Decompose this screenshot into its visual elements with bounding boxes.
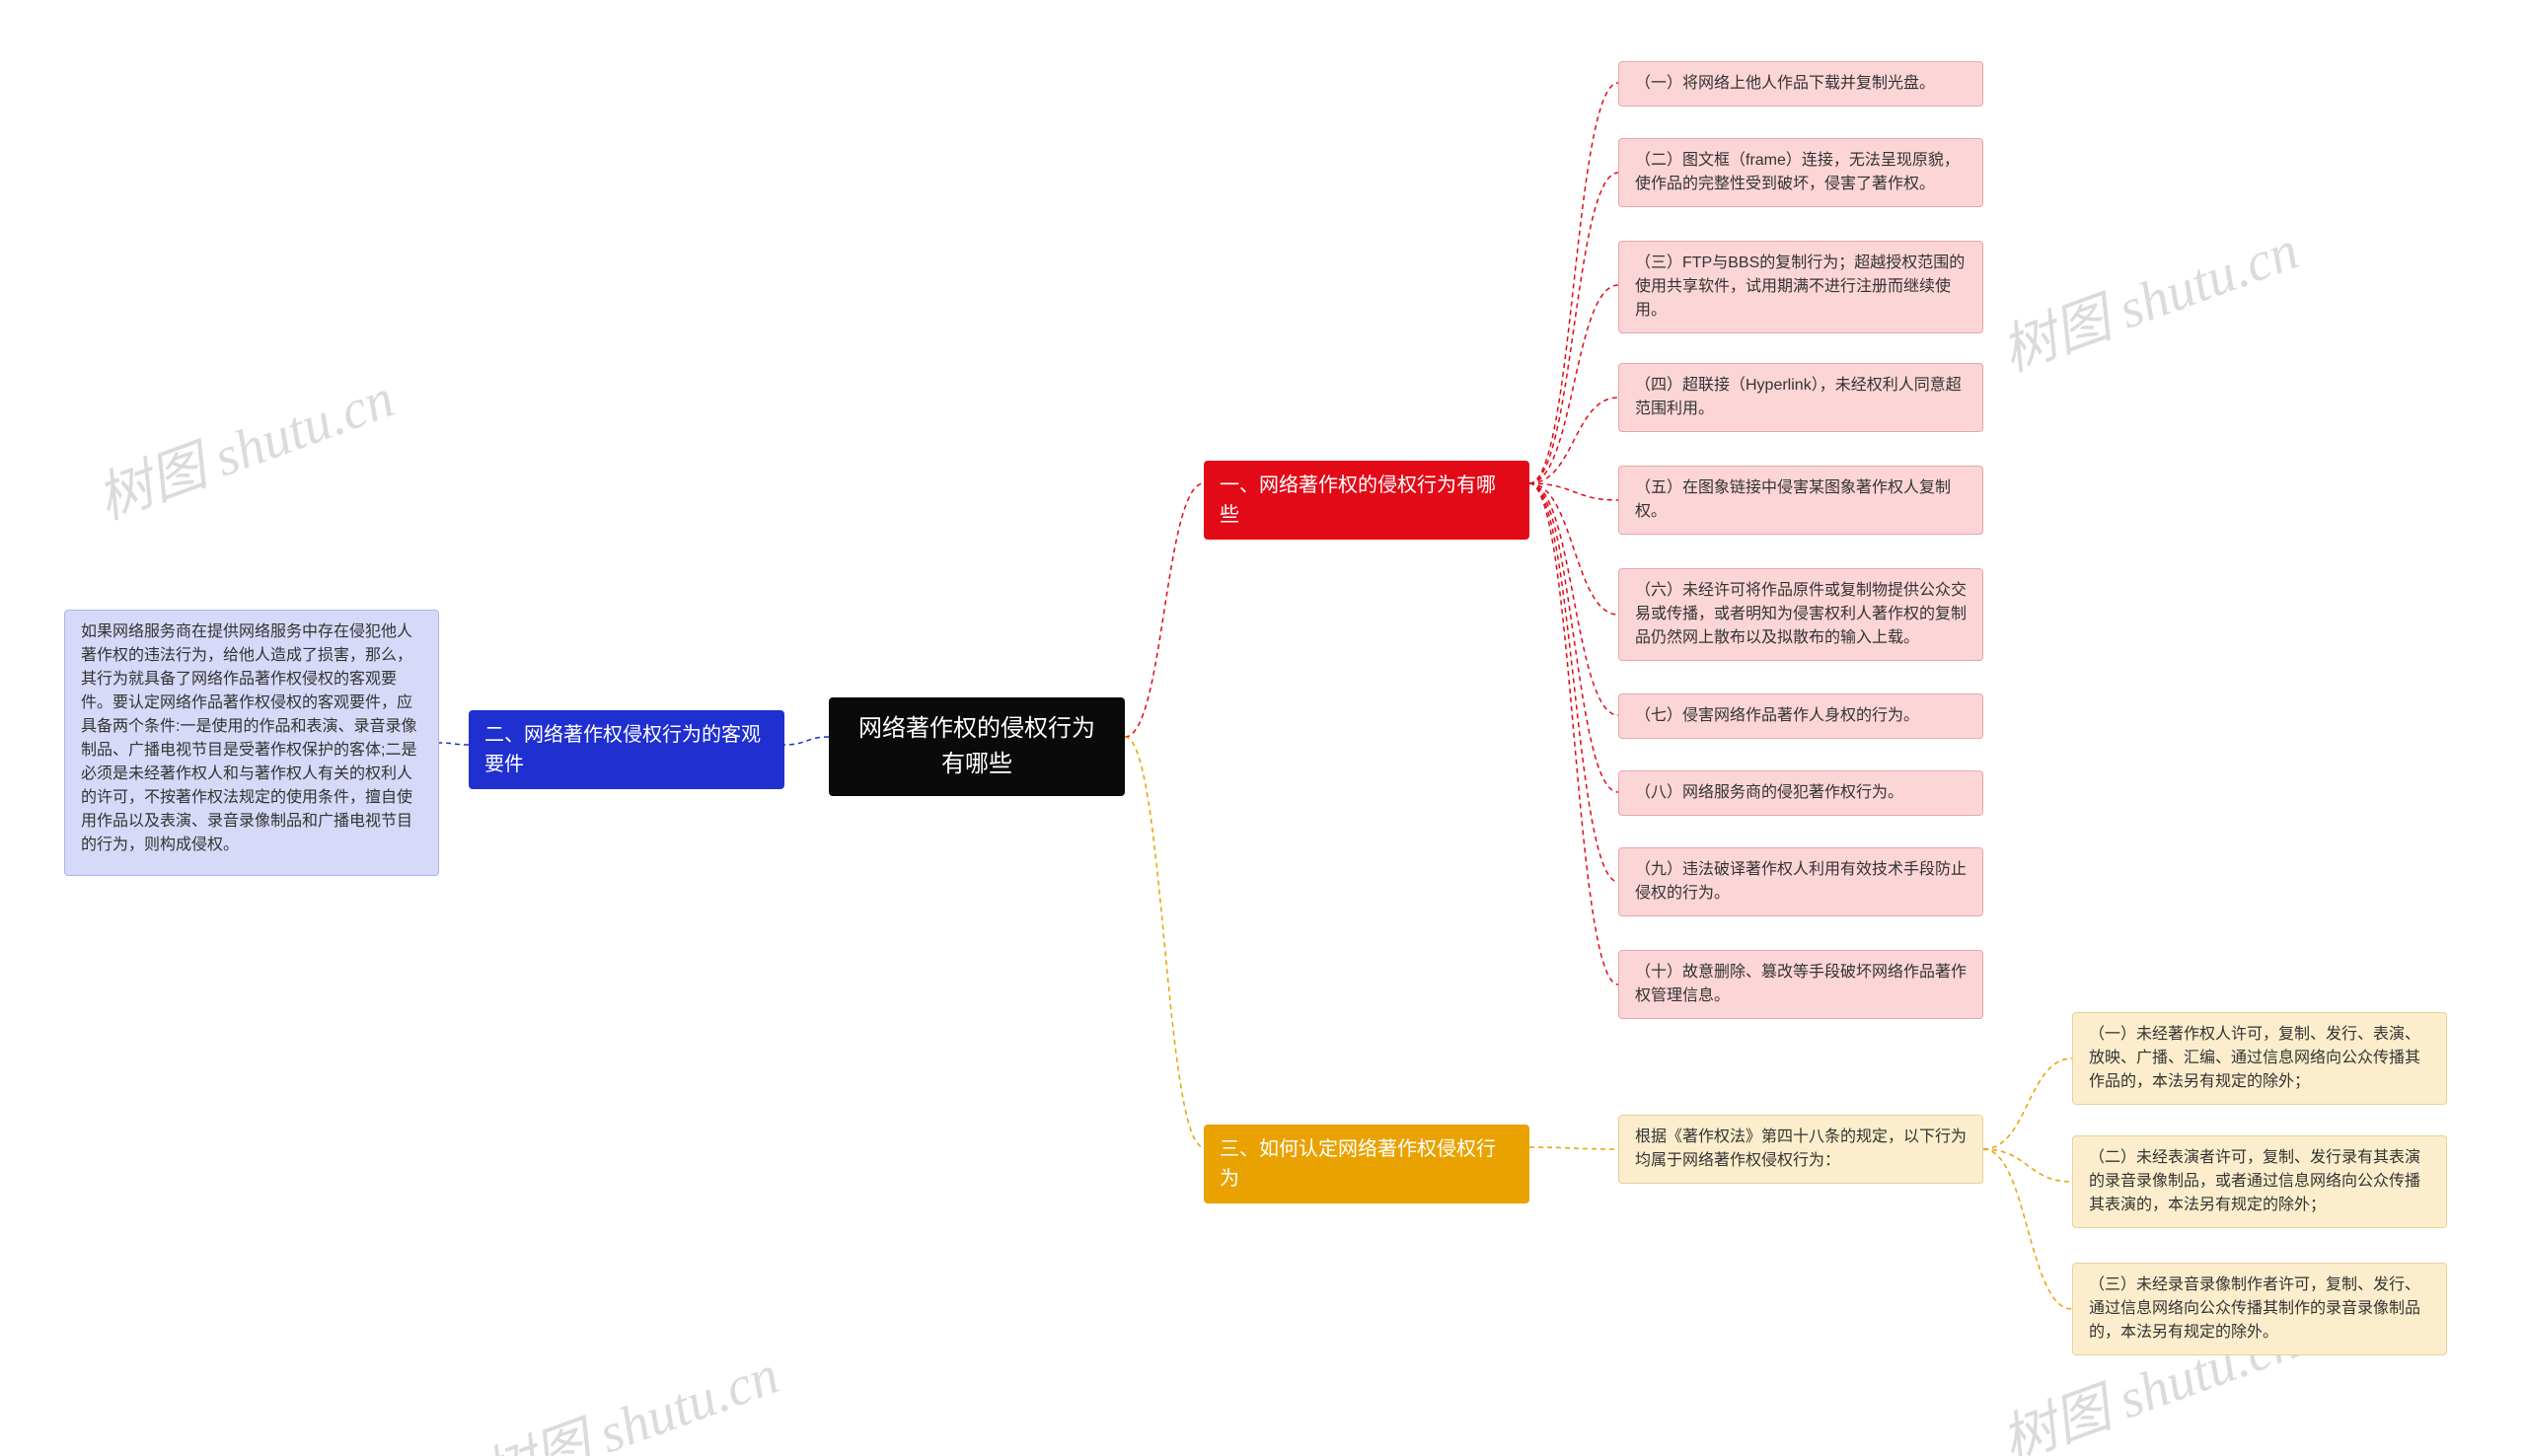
red-leaf-5: （五）在图象链接中侵害某图象著作权人复制权。 <box>1618 466 1983 535</box>
center-node: 网络著作权的侵权行为有哪些 <box>829 697 1125 796</box>
blue-leaf-1: 如果网络服务商在提供网络服务中存在侵犯他人著作权的违法行为，给他人造成了损害，那… <box>64 610 439 876</box>
orange-mid: 根据《著作权法》第四十八条的规定，以下行为均属于网络著作权侵权行为： <box>1618 1115 1983 1184</box>
red-leaf-9: （九）违法破译著作权人利用有效技术手段防止侵权的行为。 <box>1618 847 1983 916</box>
branch-orange: 三、如何认定网络著作权侵权行为 <box>1204 1125 1529 1203</box>
red-leaf-3: （三）FTP与BBS的复制行为；超越授权范围的使用共享软件，试用期满不进行注册而… <box>1618 241 1983 333</box>
watermark: 树图 shutu.cn <box>470 1331 788 1456</box>
branch-red: 一、网络著作权的侵权行为有哪些 <box>1204 461 1529 540</box>
branch-blue: 二、网络著作权侵权行为的客观要件 <box>469 710 784 789</box>
red-leaf-6: （六）未经许可将作品原件或复制物提供公众交易或传播，或者明知为侵害权利人著作权的… <box>1618 568 1983 661</box>
red-leaf-2: （二）图文框（frame）连接，无法呈现原貌，使作品的完整性受到破坏，侵害了著作… <box>1618 138 1983 207</box>
red-leaf-8: （八）网络服务商的侵犯著作权行为。 <box>1618 770 1983 816</box>
watermark: 树图 shutu.cn <box>1989 206 2308 388</box>
red-leaf-7: （七）侵害网络作品著作人身权的行为。 <box>1618 693 1983 739</box>
mindmap-canvas: 树图 shutu.cn树图 shutu.cn树图 shutu.cn树图 shut… <box>0 0 2526 1456</box>
orange-leaf-1: （一）未经著作权人许可，复制、发行、表演、放映、广播、汇编、通过信息网络向公众传… <box>2072 1012 2447 1105</box>
orange-leaf-3: （三）未经录音录像制作者许可，复制、发行、通过信息网络向公众传播其制作的录音录像… <box>2072 1263 2447 1355</box>
red-leaf-4: （四）超联接（Hyperlink），未经权利人同意超范围利用。 <box>1618 363 1983 432</box>
red-leaf-1: （一）将网络上他人作品下载并复制光盘。 <box>1618 61 1983 107</box>
orange-leaf-2: （二）未经表演者许可，复制、发行录有其表演的录音录像制品，或者通过信息网络向公众… <box>2072 1135 2447 1228</box>
red-leaf-10: （十）故意删除、篡改等手段破坏网络作品著作权管理信息。 <box>1618 950 1983 1019</box>
watermark: 树图 shutu.cn <box>85 354 404 536</box>
